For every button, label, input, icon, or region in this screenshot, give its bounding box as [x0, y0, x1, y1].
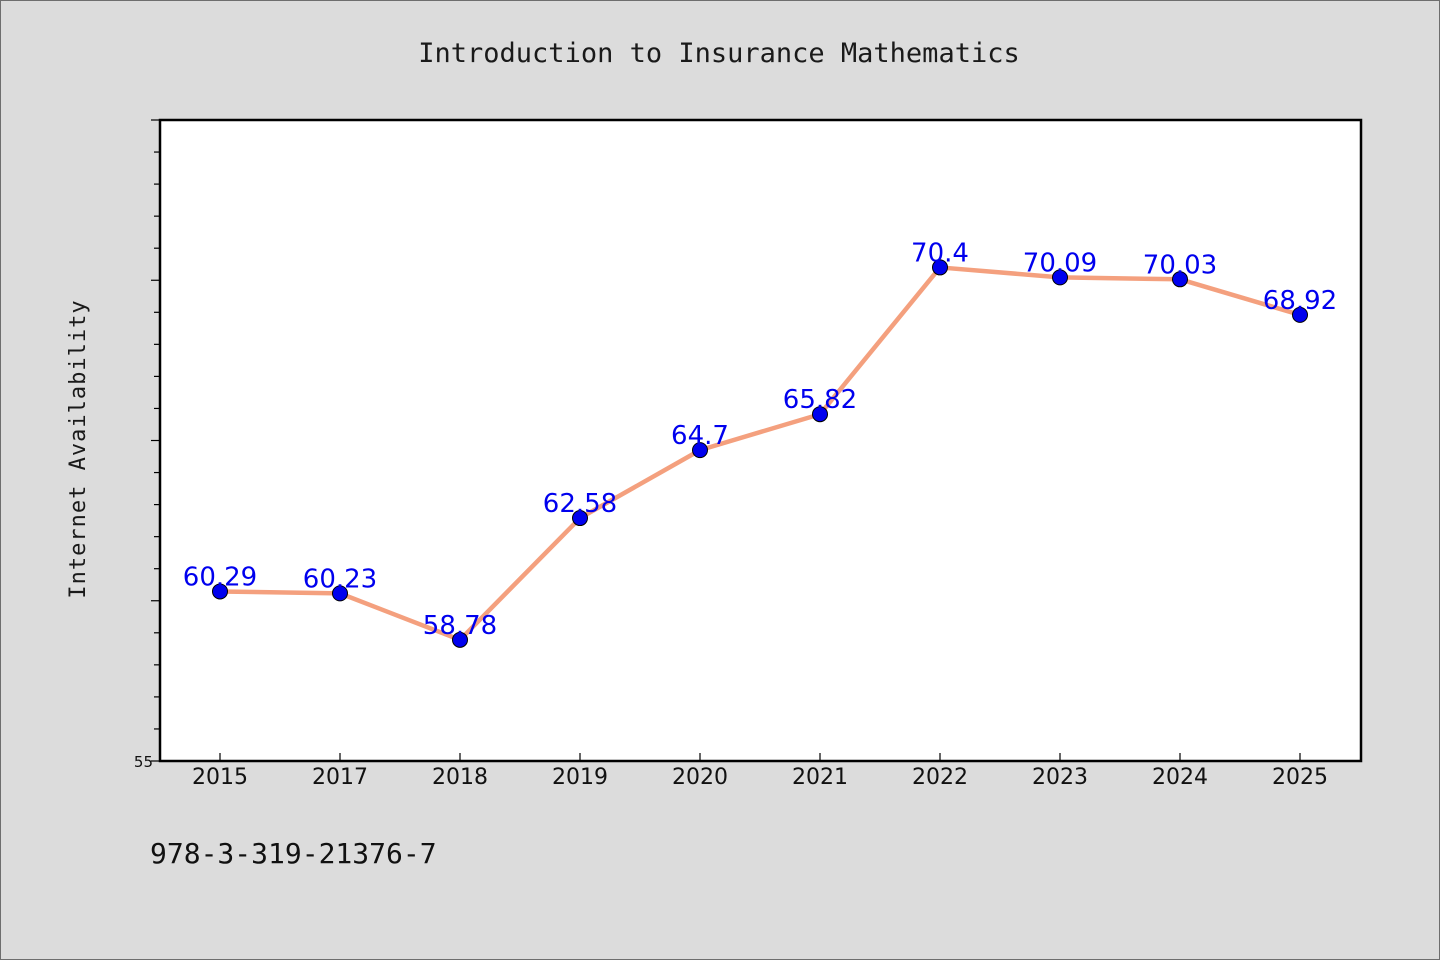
data-label: 58.78	[423, 611, 497, 641]
data-markers	[212, 259, 1308, 648]
data-point	[1052, 269, 1068, 286]
data-label: 60.29	[183, 562, 257, 592]
chart-title: Introduction to Insurance Mathematics	[418, 38, 1019, 69]
x-axis-ticks: 2015 2017 2018 2019 2020 2021 2022 2023 2024 2025	[192, 753, 1328, 790]
data-labels: 60.29 60.23 58.78 62.58 64.7 65.82 70.4 70.09 70…	[183, 238, 1337, 640]
series-line	[217, 265, 1303, 643]
data-label: 68.92	[1263, 286, 1337, 316]
y-axis-ticks: 55	[134, 119, 160, 771]
data-label: 65.82	[783, 385, 857, 415]
data-label: 62.58	[543, 489, 617, 519]
x-tick-label: 2015	[192, 765, 248, 790]
data-point	[1292, 306, 1308, 323]
data-point	[812, 406, 828, 423]
data-point	[1172, 271, 1188, 288]
y-axis-label: Internet Availability	[66, 299, 91, 598]
data-label: 60.23	[303, 564, 377, 594]
plot-frame	[158, 118, 1363, 763]
x-tick-label: 2017	[312, 765, 368, 790]
x-tick-label: 2021	[792, 765, 848, 790]
series-line-group	[217, 265, 1303, 643]
data-label: 70.09	[1023, 248, 1097, 278]
x-tick-label: 2022	[912, 765, 968, 790]
x-tick-label: 2025	[1272, 765, 1328, 790]
x-tick-label: 2023	[1032, 765, 1088, 790]
x-tick-label: 2020	[672, 765, 728, 790]
x-tick-label: 2024	[1152, 765, 1208, 790]
data-point	[572, 510, 588, 527]
data-point	[692, 442, 708, 459]
data-label: 70.03	[1143, 250, 1217, 280]
plot-area	[160, 120, 1361, 761]
data-label: 64.7	[671, 421, 729, 451]
x-tick-label: 2018	[432, 765, 488, 790]
data-label: 70.4	[911, 238, 969, 268]
y-tick-label: 55	[134, 753, 153, 771]
x-tick-label: 2019	[552, 765, 608, 790]
isbn-code: 978-3-319-21376-7	[150, 837, 437, 870]
data-point	[332, 585, 348, 602]
data-point	[452, 631, 468, 648]
data-point	[212, 583, 228, 600]
data-point	[932, 259, 948, 276]
